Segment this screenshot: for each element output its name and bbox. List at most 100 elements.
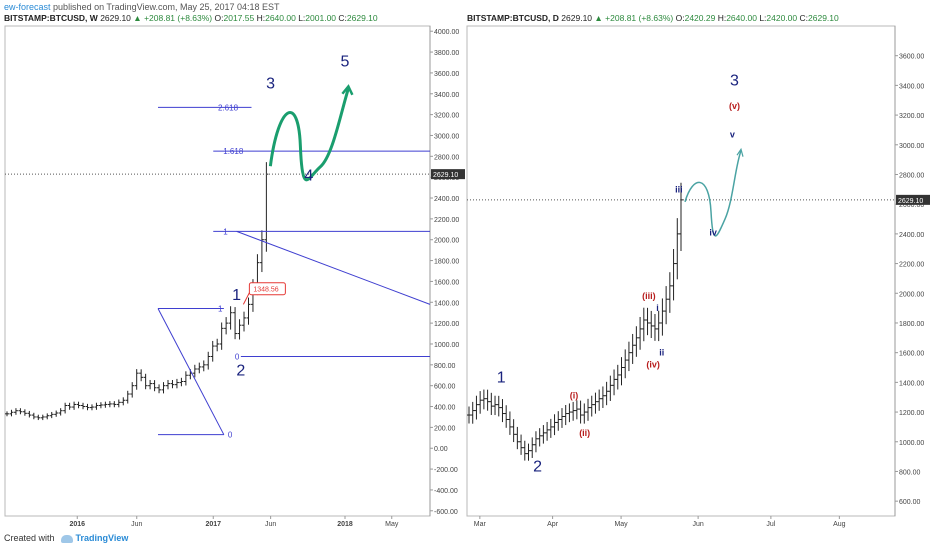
ohlc-bar xyxy=(582,403,587,424)
ohlc-bar xyxy=(504,405,509,428)
y-tick-label: 4000.00 xyxy=(434,29,459,36)
ohlc-bar xyxy=(578,400,583,424)
ohlc-bar xyxy=(671,249,676,301)
ohlc-bar xyxy=(612,369,617,396)
ohlc-bar xyxy=(493,395,498,416)
ohlc-bar xyxy=(161,382,166,394)
ohlc-bar xyxy=(45,413,50,420)
ohlc-bar xyxy=(541,425,546,444)
ohlc-bar xyxy=(130,382,135,398)
x-tick-label: Jun xyxy=(265,521,276,528)
high-label-weekly: H: xyxy=(256,13,266,23)
plot-frame xyxy=(4,25,431,517)
close-weekly: 2629.10 xyxy=(346,13,378,23)
low-weekly: 2001.00 xyxy=(305,13,337,23)
ohlc-bar xyxy=(597,389,602,411)
x-tick-label: Jun xyxy=(131,521,142,528)
ohlc-bar xyxy=(76,401,81,409)
ohlc-bar xyxy=(81,402,86,410)
ohlc-bar xyxy=(107,401,112,408)
ohlc-bar xyxy=(134,369,139,390)
ohlc-bar xyxy=(152,380,157,392)
ohlc-bar xyxy=(608,375,613,401)
ohlc-bar xyxy=(604,381,609,406)
subwave-label: (iii) xyxy=(642,291,656,301)
ohlc-bar xyxy=(600,386,605,408)
y-tick-label: 2400.00 xyxy=(434,196,459,203)
y-tick-label: 1600.00 xyxy=(899,351,924,358)
ohlc-bar xyxy=(148,379,153,390)
ohlc-bar xyxy=(143,373,148,390)
projection-curve xyxy=(268,88,350,182)
chart-panel-daily: 600.00 800.00 1000.00 1200.00 1400.00 1600.00… xyxy=(466,25,930,528)
author-link[interactable]: ew-forecast xyxy=(4,2,51,12)
ohlc-bar xyxy=(31,412,36,420)
ohlc-bar xyxy=(94,402,99,410)
ohlc-bar xyxy=(511,419,516,443)
ohlc-bar xyxy=(219,322,224,350)
x-tick-label: 2016 xyxy=(69,521,85,528)
ohlc-bar xyxy=(552,414,557,436)
y-tick-label: 1600.00 xyxy=(434,279,459,286)
close-label-weekly: C: xyxy=(338,13,347,23)
ohlc-bar xyxy=(179,377,184,387)
tradingview-brand[interactable]: TradingView xyxy=(75,533,129,543)
y-tick-label: 3200.00 xyxy=(434,113,459,120)
y-tick-label: -200.00 xyxy=(434,467,458,474)
x-tick-label: Jun xyxy=(692,521,703,528)
ohlc-bar xyxy=(519,434,524,455)
ohlc-bar xyxy=(641,307,646,342)
ohlc-bar xyxy=(638,316,643,350)
y-tick-label: 1800.00 xyxy=(434,259,459,266)
high-label-daily: H: xyxy=(717,13,727,23)
projection-curve xyxy=(684,150,742,237)
ohlc-bar xyxy=(85,403,90,411)
fib-level-label: 1 xyxy=(218,305,223,314)
last-price-daily: 2629.10 xyxy=(561,13,593,23)
y-tick-label: 0.00 xyxy=(434,446,448,453)
ohlc-bar xyxy=(116,399,121,408)
y-tick-label: 800.00 xyxy=(434,363,456,370)
ohlc-bar xyxy=(664,286,669,325)
fib-level-label: 2.618 xyxy=(218,103,239,112)
fib-trend-line xyxy=(236,230,431,305)
price-callout-box xyxy=(248,282,286,296)
y-tick-label: -400.00 xyxy=(434,488,458,495)
ohlc-bar xyxy=(174,378,179,389)
ohlc-bar xyxy=(679,182,683,251)
y-tick-label: 2800.00 xyxy=(899,172,924,179)
close-label-daily: C: xyxy=(799,13,809,23)
ohlc-bar xyxy=(563,404,568,426)
ohlc-bar xyxy=(197,362,202,374)
wave-label: 3 xyxy=(730,72,739,89)
ohlc-bar xyxy=(567,403,572,423)
ohlc-bar xyxy=(40,414,45,421)
ohlc-bar xyxy=(112,401,117,408)
ohlc-bar xyxy=(192,364,197,378)
open-label-daily: O: xyxy=(675,13,685,23)
ohlc-legend-daily: BITSTAMP:BTCUSD, D 2629.10 ▲ +208.81 (+8… xyxy=(467,13,839,23)
x-tick-label: Apr xyxy=(547,521,559,528)
ohlc-bar xyxy=(574,400,579,420)
ohlc-bar xyxy=(623,349,628,379)
y-tick-label: 3800.00 xyxy=(434,50,459,57)
ohlc-bar xyxy=(548,418,553,438)
ohlc-bar xyxy=(545,421,550,441)
ohlc-bar xyxy=(215,338,220,352)
ohlc-bar xyxy=(201,360,206,372)
subwave-label: ii xyxy=(659,348,664,358)
ohlc-bar xyxy=(626,341,631,372)
ohlc-bar xyxy=(481,389,486,410)
ohlc-bar xyxy=(210,340,215,362)
ohlc-bar xyxy=(652,314,657,341)
ohlc-bar xyxy=(660,298,665,336)
ohlc-bar xyxy=(139,369,144,382)
ohlc-bar xyxy=(246,297,251,325)
ohlc-bar xyxy=(496,395,501,417)
ohlc-bar xyxy=(593,392,598,414)
ohlc-bar xyxy=(522,440,527,461)
y-tick-label: 2600.00 xyxy=(899,202,924,209)
ohlc-bar xyxy=(18,408,23,415)
y-tick-label: -600.00 xyxy=(434,509,458,516)
